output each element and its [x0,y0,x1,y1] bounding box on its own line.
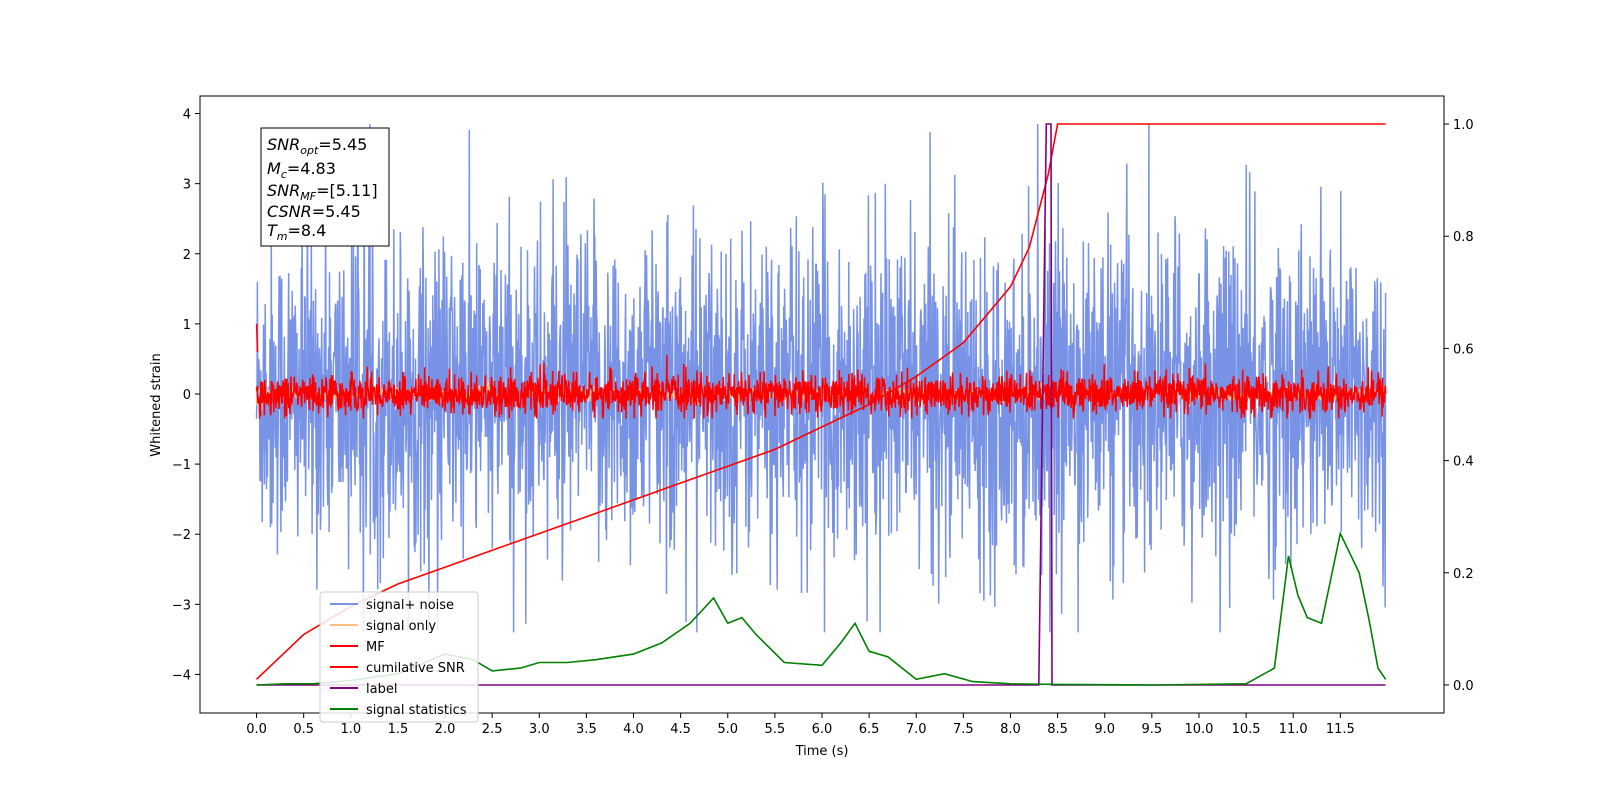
x-tick-label: 3.5 [576,722,597,737]
x-tick-label: 4.5 [670,722,691,737]
x-axis-label: Time (s) [795,744,849,759]
y-tick-label-left: 3 [183,178,191,193]
x-tick-label: 10.0 [1184,722,1213,737]
y-tick-label-left: 0 [183,388,191,403]
x-tick-label: 3.0 [529,722,550,737]
x-tick-label: 9.0 [1094,722,1115,737]
x-tick-label: 8.0 [1000,722,1021,737]
x-tick-label: 11.5 [1326,722,1355,737]
x-tick-label: 0.5 [293,722,314,737]
x-tick-label: 2.0 [435,722,456,737]
y-tick-label-left: −3 [172,598,191,613]
y-axis-label: Whitened strain [149,353,164,456]
svg-text:SNRMF=[5.11]: SNRMF=[5.11] [267,181,378,203]
x-tick-label: 7.0 [906,722,927,737]
series-mf [255,354,1387,419]
y-tick-label-right: 0.4 [1453,455,1474,470]
y-tick-label-left: −1 [172,458,191,473]
x-tick-label: 1.5 [388,722,409,737]
x-tick-label: 0.0 [246,722,267,737]
x-tick-label: 10.5 [1232,722,1261,737]
svg-text:CSNR=5.45: CSNR=5.45 [267,202,361,221]
x-tick-label: 1.0 [340,722,361,737]
y-tick-label-right: 0.6 [1453,342,1474,357]
y-tick-label-left: 2 [183,248,191,263]
x-tick-label: 6.0 [812,722,833,737]
svg-text:Tm=8.4: Tm=8.4 [267,221,326,243]
x-tick-label: 7.5 [953,722,974,737]
legend-label: MF [366,640,385,655]
x-tick-label: 5.5 [765,722,786,737]
y-tick-label-left: −4 [172,668,191,683]
legend-label: label [366,682,397,697]
y-tick-label-right: 0.8 [1453,230,1474,245]
x-tick-label: 9.5 [1142,722,1163,737]
legend-label: signal+ noise [366,598,454,613]
x-tick-label: 6.5 [859,722,880,737]
svg-text:Mc=4.83: Mc=4.83 [267,159,336,181]
x-tick-label: 4.0 [623,722,644,737]
y-tick-label-left: −2 [172,528,191,543]
y-tick-label-left: 4 [183,108,191,123]
series-cumilative-snr [255,123,1386,680]
legend-label: signal only [366,619,436,634]
x-tick-label: 2.5 [482,722,503,737]
y-tick-label-right: 0.2 [1453,567,1474,582]
legend-label: signal statistics [366,703,467,718]
x-tick-label: 11.0 [1279,722,1308,737]
x-tick-label: 5.0 [717,722,738,737]
svg-text:SNRopt=5.45: SNRopt=5.45 [267,135,367,157]
x-tick-label: 8.5 [1047,722,1068,737]
series-mf-edge [255,323,259,352]
y-tick-label-left: 1 [183,318,191,333]
y-tick-label-right: 1.0 [1453,118,1474,133]
series-signal-noise [255,123,1387,633]
series-signal-statistics [256,531,1387,686]
legend-label: cumilative SNR [366,661,465,676]
annotation-box: SNRopt=5.45 Mc=4.83 SNRMF=[5.11] CSNR=5.… [260,127,390,247]
legend: signal+ noise signal only MF cumilative SNR… [319,591,479,723]
y-tick-label-right: 0.0 [1453,679,1474,694]
